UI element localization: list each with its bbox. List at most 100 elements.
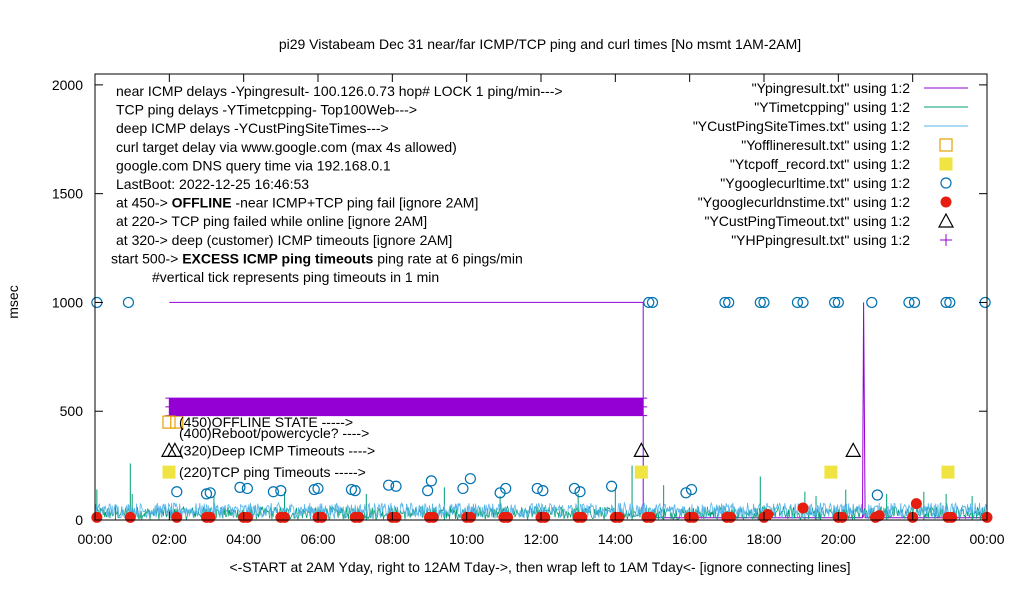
point-marker (939, 157, 953, 171)
notes: near ICMP delays -Ypingresult- 100.126.0… (111, 83, 563, 285)
point-marker (171, 511, 183, 523)
point-marker (91, 511, 103, 523)
point-marker (241, 482, 253, 495)
point-marker (606, 480, 618, 492)
legend: "Ypingresult.txt" using 1:2 "YTimetcpping… (693, 80, 968, 248)
point-marker (122, 296, 135, 309)
point-marker (940, 296, 952, 309)
x-tick-label: 00:00 (969, 531, 1004, 547)
point-marker (873, 510, 885, 522)
point-marker (723, 296, 735, 309)
point-marker (645, 511, 657, 523)
point-marker (845, 442, 862, 457)
y-tick-label: 2000 (52, 77, 83, 93)
point-marker (725, 511, 737, 523)
legend-label-5: "Ygooglecurltime.txt" using 1:2 (720, 175, 910, 191)
legend-label-1: "YTimetcpping" using 1:2 (754, 99, 910, 115)
point-marker (160, 442, 178, 457)
point-marker (791, 296, 804, 309)
point-marker (634, 465, 648, 479)
legend-label-3: "Yofflineresult.txt" using 1:2 (741, 137, 910, 153)
legend-label-6: "Ygooglecurldnstime.txt" using 1:2 (698, 194, 910, 210)
point-marker (204, 487, 216, 499)
point-marker (832, 296, 844, 309)
point-marker (531, 482, 543, 495)
point-marker (425, 475, 437, 487)
point-marker (312, 482, 324, 495)
point-marker (944, 296, 956, 309)
inline-label-1: (400)Reboot/powercycle? ----> (179, 425, 369, 441)
point-marker (422, 485, 434, 497)
y-tick-label: 1500 (52, 186, 83, 202)
note-9: start 500-> EXCESS ICMP ping timeouts pi… (111, 250, 523, 266)
point-marker (940, 177, 952, 189)
point-marker (646, 296, 659, 309)
legend-label-0: "Ypingresult.txt" using 1:2 (752, 80, 911, 96)
point-marker (939, 138, 953, 152)
axes: 0 500 1000 1500 2000 00:00 02:00 04:00 06:00 08:0… (52, 73, 1005, 547)
inline-label-3: (220)TCP ping Timeouts -----> (179, 464, 366, 480)
point-marker (633, 442, 650, 457)
series-0 (169, 301, 987, 519)
note-7: at 220-> TCP ping failed while online [i… (116, 213, 427, 229)
y-tick-label: 500 (60, 403, 84, 419)
point-marker (754, 296, 766, 309)
point-marker (680, 487, 692, 499)
point-marker (464, 473, 476, 485)
point-marker (797, 296, 809, 309)
point-marker (383, 479, 395, 491)
point-marker (866, 296, 878, 309)
y-tick-label: 0 (75, 512, 83, 528)
x-axis-label: <-START at 2AM Yday, right to 12AM Tday-… (229, 559, 850, 575)
series-line (169, 301, 987, 519)
x-tick-label: 12:00 (523, 531, 558, 547)
point-marker (903, 296, 915, 309)
point-marker (162, 415, 176, 429)
point-marker (940, 196, 952, 208)
point-marker (204, 511, 216, 523)
note-8: at 320-> deep (customer) ICMP timeouts [… (116, 232, 452, 248)
point-marker (576, 511, 588, 523)
legend-label-2: "YCustPingSiteTimes.txt" using 1:2 (693, 118, 910, 134)
point-marker (643, 296, 655, 309)
note-5: LastBoot: 2022-12-25 16:46:53 (116, 176, 309, 192)
point-marker (574, 486, 586, 498)
point-marker (349, 485, 361, 497)
point-marker (457, 482, 469, 495)
point-marker (353, 511, 365, 523)
note-10: #vertical tick represents ping timeouts … (152, 269, 439, 285)
x-tick-label: 20:00 (821, 531, 856, 547)
point-marker (279, 511, 291, 523)
point-marker (941, 465, 955, 479)
point-marker (871, 489, 883, 501)
point-marker (937, 212, 955, 228)
point-marker (502, 511, 514, 523)
point-marker (171, 486, 183, 498)
note-1: TCP ping delays -YTimetcpping- Top100Web… (116, 102, 417, 118)
legend-label-4: "Ytcpoff_record.txt" using 1:2 (730, 156, 910, 172)
point-marker (124, 511, 136, 523)
series-8 (165, 397, 648, 417)
inline-labels: (450)OFFLINE STATE ----->(400)Reboot/pow… (160, 414, 375, 480)
note-6: at 450-> OFFLINE -near ICMP+TCP ping fai… (116, 195, 478, 211)
x-tick-label: 02:00 (152, 531, 187, 547)
x-tick-label: 14:00 (598, 531, 633, 547)
x-tick-label: 08:00 (375, 531, 410, 547)
y-tick-label: 1000 (52, 294, 83, 310)
point-marker (427, 511, 439, 523)
point-marker (824, 465, 838, 479)
note-2: deep ICMP delays -YCustPingSiteTimes---> (116, 120, 389, 136)
inline-label-0: (450)OFFLINE STATE -----> (179, 414, 353, 430)
x-tick-label: 06:00 (300, 531, 335, 547)
point-marker (162, 465, 176, 479)
x-tick-label: 10:00 (449, 531, 484, 547)
point-marker (390, 480, 402, 492)
point-marker (234, 481, 246, 493)
point-marker (685, 483, 698, 496)
point-marker (908, 296, 921, 309)
point-marker (275, 485, 287, 497)
chart-title: pi29 Vistabeam Dec 31 near/far ICMP/TCP … (279, 36, 801, 52)
point-marker (568, 482, 581, 495)
